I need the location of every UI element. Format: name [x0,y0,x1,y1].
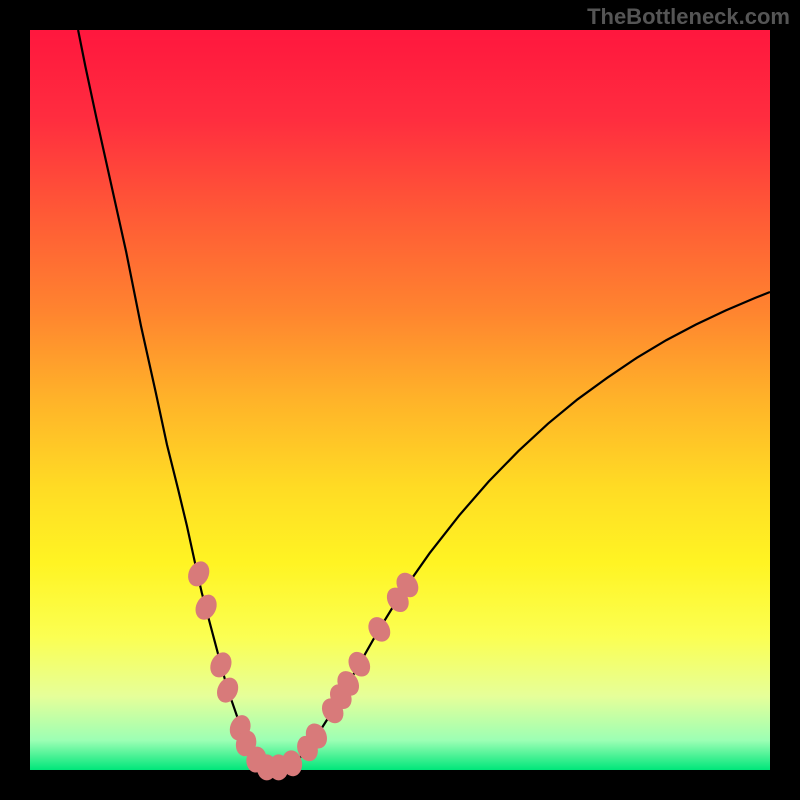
curve-marker [206,649,235,681]
chart-frame: TheBottleneck.com [0,0,800,800]
watermark-text: TheBottleneck.com [587,4,790,30]
curve-marker [184,558,213,590]
curve-marker [364,613,395,646]
chart-svg [30,30,770,770]
curve-marker [213,674,242,706]
marker-layer [184,558,423,781]
left-curve [78,30,273,770]
curve-marker [192,591,221,623]
